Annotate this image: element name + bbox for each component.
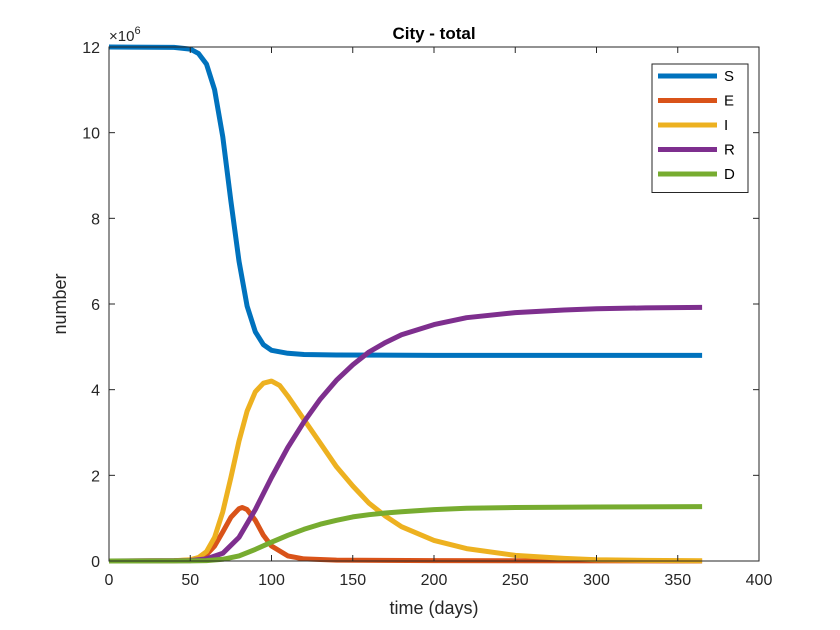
x-axis-label: time (days) [389,598,478,618]
y-axis: 0 2 4 6 8 10 12 [82,40,759,571]
x-tick-label: 50 [181,572,199,589]
series-line-I [108,378,703,564]
x-tick-label: 200 [421,572,448,589]
plot-area [109,47,759,561]
y-tick-label: 10 [82,126,100,143]
series-line-R [108,304,703,564]
x-tick-label: 0 [105,572,114,589]
x-tick-label: 100 [258,572,285,589]
legend-label-I: I [724,117,728,134]
y-exponent-base: ×10 [109,28,134,45]
legend-label-E: E [724,93,734,110]
x-axis: 0 50 100 150 200 250 300 350 400 [105,47,773,589]
x-tick-label: 350 [664,572,691,589]
legend-label-S: S [724,68,734,85]
y-tick-label: 4 [91,383,100,400]
x-tick-label: 150 [339,572,366,589]
legend-label-R: R [724,142,735,159]
series-line-D [108,504,703,564]
chart-title: City - total [392,24,475,43]
y-axis-exponent: ×106 [109,25,141,45]
legend-label-D: D [724,166,735,183]
y-exponent-power: 6 [134,25,140,37]
y-tick-label: 8 [91,211,100,228]
y-tick-label: 2 [91,468,100,485]
x-tick-label: 250 [502,572,529,589]
series-layer [108,44,703,564]
series-line-S [108,44,703,358]
y-axis-label: number [50,273,70,334]
x-tick-label: 300 [583,572,610,589]
y-tick-label: 6 [91,297,100,314]
y-tick-label: 0 [91,554,100,571]
y-tick-label: 12 [82,40,100,57]
x-tick-label: 400 [746,572,773,589]
legend-box [651,63,749,193]
